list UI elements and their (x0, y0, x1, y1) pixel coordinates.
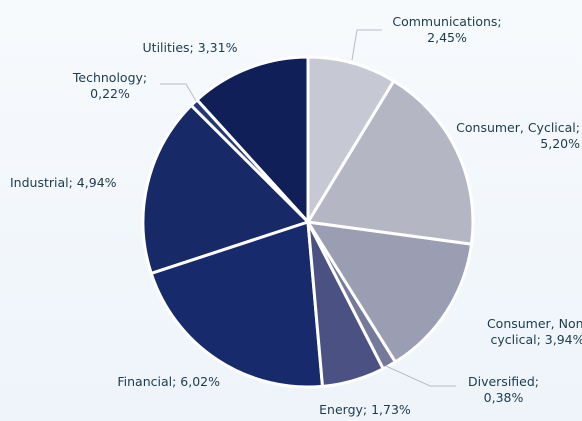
data-label: Consumer, Cyclical; 5,20% (456, 120, 580, 151)
pie-slice (195, 55, 310, 224)
data-label: Diversified; 0,38% (467, 374, 540, 405)
leader-line (351, 29, 382, 61)
pie-slice (149, 220, 325, 389)
pie-slice (306, 55, 396, 224)
data-label: Technology; 0,22% (72, 70, 148, 101)
pie-slice (306, 79, 475, 246)
data-label: Utilities; 3,31% (142, 40, 238, 55)
data-label: Consumer, Non-cyclical; 3,94% (486, 316, 582, 347)
pie-slice (306, 220, 474, 364)
leader-line (160, 83, 197, 102)
data-label: Industrial; 4,94% (10, 175, 117, 190)
pie-slice (141, 103, 310, 275)
leader-line (385, 365, 456, 387)
data-label: Communications; 2,45% (392, 14, 502, 45)
data-label: Energy; 1,73% (319, 402, 411, 417)
data-label: Financial; 6,02% (117, 374, 220, 389)
